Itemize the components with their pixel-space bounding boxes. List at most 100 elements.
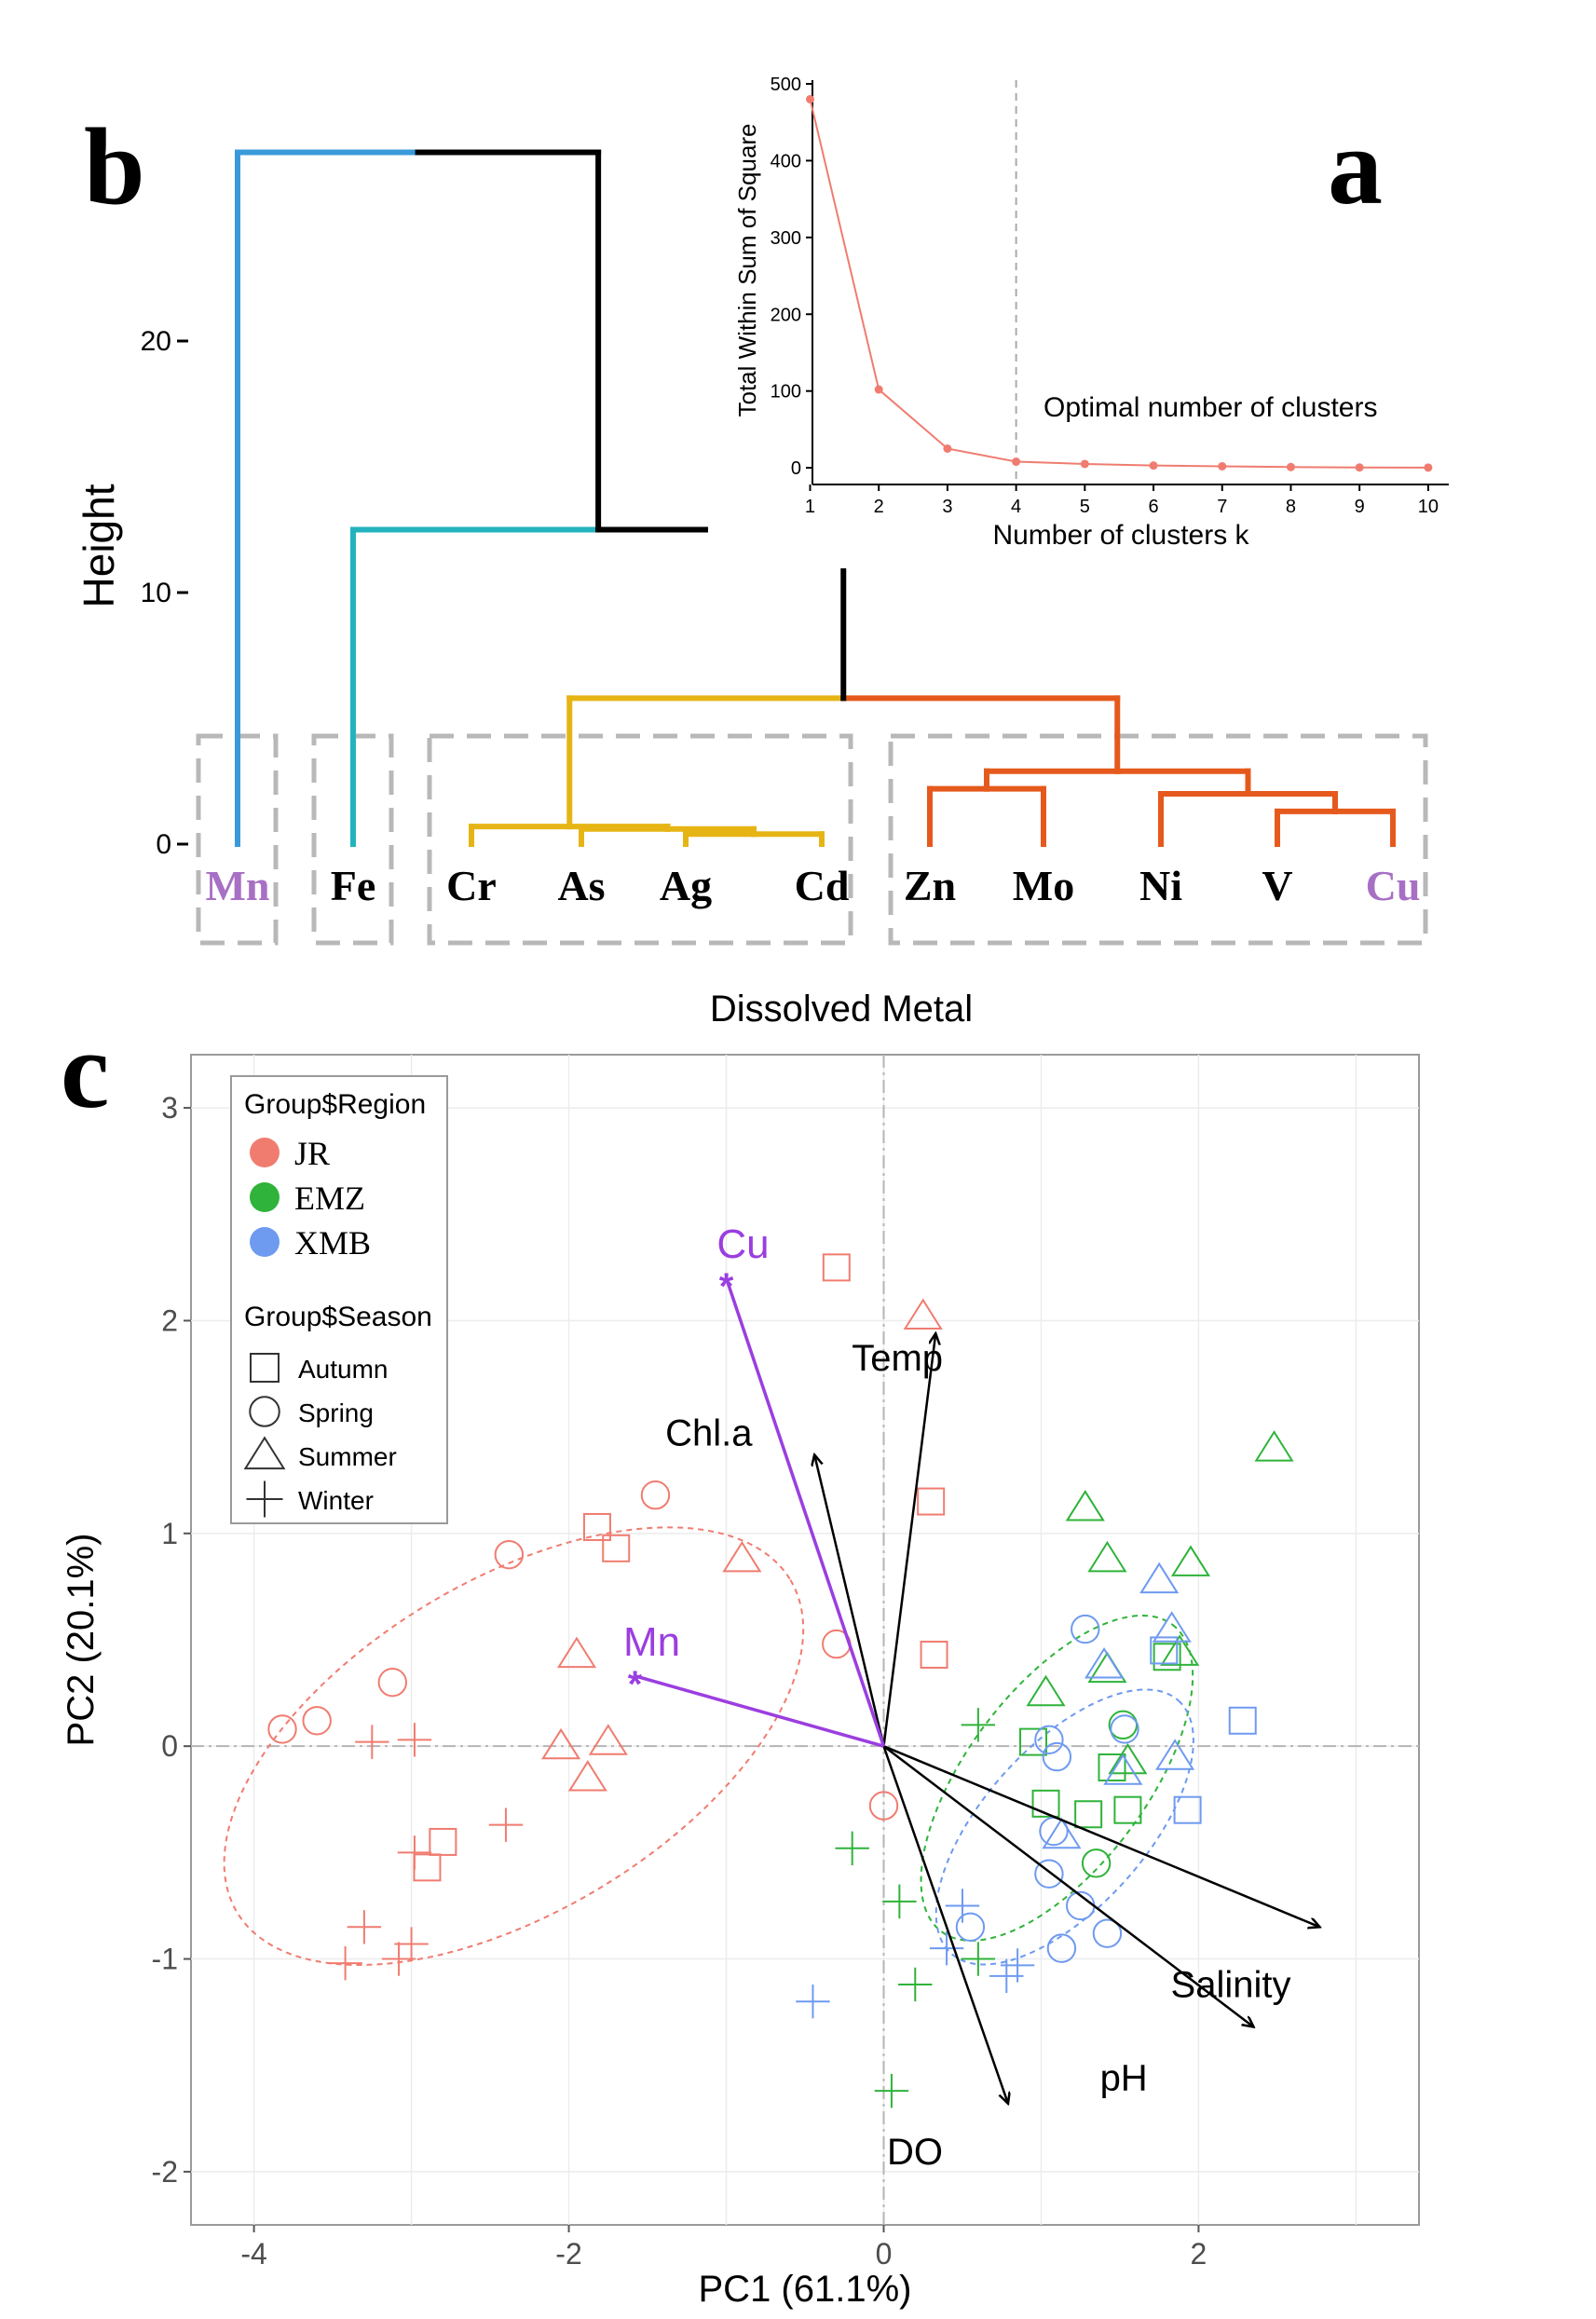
elbow-axes: 0 100 200 300 400 500 1 2 3 4 5 6 7 8 9 10	[771, 75, 1449, 517]
elbow-x-tick-label: 5	[1080, 497, 1090, 517]
elbow-point	[1012, 457, 1021, 467]
leaf-label: Ag	[660, 862, 712, 909]
leaf-label: Zn	[904, 862, 956, 909]
sample-point-xmb-autumn	[1228, 1706, 1257, 1735]
metal-vector-cu	[724, 1277, 886, 1747]
elbow-y-tick-label: 200	[771, 305, 801, 325]
sample-point-xmb-spring	[1110, 1714, 1139, 1744]
pca-y-tick-label: 3	[161, 1091, 178, 1125]
sample-point-jr-spring	[494, 1539, 525, 1570]
vector-label-salinity: Salinity	[1171, 1964, 1291, 2005]
metal-vector-mn	[634, 1674, 884, 1748]
sample-point-emz-autumn	[1031, 1789, 1060, 1818]
sample-point-xmb-summer	[1084, 1647, 1125, 1679]
elbow-y-tick-label: 400	[771, 151, 801, 171]
elbow-series-line	[809, 99, 1428, 469]
sample-point-jr-winter	[394, 1927, 429, 1961]
leaf-label: Cd	[795, 862, 850, 909]
pca-y-tick-label: 1	[161, 1517, 178, 1550]
sample-point-emz-winter	[874, 2073, 909, 2108]
legend-season-label: Spring	[298, 1398, 374, 1427]
cluster-boxes	[196, 733, 1428, 946]
leaf-label: Mo	[1013, 862, 1074, 909]
pca-y-tick-label: -2	[152, 2155, 178, 2189]
sample-point-emz-autumn	[1074, 1800, 1103, 1829]
elbow-x-tick-label: 7	[1217, 497, 1227, 517]
sample-point-emz-summer	[1254, 1430, 1294, 1462]
pca-y-axis-label: PC2 (20.1%)	[61, 1534, 102, 1747]
elbow-y-tick-label: 100	[771, 382, 801, 402]
leaf-label: Cr	[446, 862, 497, 909]
legend-shape-spring	[249, 1396, 280, 1427]
elbow-x-tick-label: 1	[805, 497, 815, 517]
sample-point-xmb-winter	[989, 1958, 1024, 1994]
pca-y-tick-label: -1	[152, 1943, 178, 1976]
sample-point-jr-winter	[355, 1725, 389, 1759]
pca-y-tick-label: 0	[161, 1729, 178, 1763]
elbow-point	[1149, 461, 1158, 471]
panel-label-b: b	[84, 105, 145, 227]
sample-point-jr-spring	[267, 1714, 297, 1744]
dendrogram-leaf-labels: Mn Fe Cr As Ag Cd Zn Mo Ni V Cu	[206, 862, 1421, 909]
sample-point-emz-autumn	[1113, 1795, 1142, 1824]
sample-point-jr-autumn	[429, 1827, 457, 1856]
sample-point-xmb-spring	[1034, 1725, 1064, 1755]
sample-point-jr-winter	[397, 1835, 432, 1870]
sample-point-xmb-winter	[796, 1985, 830, 2019]
dendrogram-x-axis-label: Dissolved Metal	[710, 989, 973, 1030]
leaf-label: Cu	[1366, 862, 1421, 909]
legend-swatch-jr	[250, 1138, 280, 1167]
optimal-clusters-annotation: Optimal number of clusters	[1044, 392, 1377, 423]
sample-points	[267, 1253, 1294, 2108]
sample-point-emz-autumn	[1153, 1643, 1181, 1671]
elbow-point	[1424, 463, 1433, 472]
legend-region-label: EMZ	[294, 1180, 365, 1217]
legend-shape-autumn	[250, 1353, 280, 1383]
vector-label-chla: Chl.a	[665, 1412, 753, 1453]
sample-point-jr-winter	[488, 1807, 524, 1842]
elbow-y-axis-label: Total Within Sum of Square	[733, 123, 761, 416]
elbow-x-tick-label: 8	[1286, 497, 1296, 517]
sample-point-jr-winter	[328, 1945, 362, 1981]
sample-point-jr-autumn	[917, 1487, 946, 1516]
sample-point-xmb-autumn	[1150, 1636, 1179, 1665]
sample-point-jr-summer	[541, 1727, 581, 1760]
legend-region-title: Group$Region	[244, 1089, 426, 1120]
sample-point-jr-spring	[868, 1791, 899, 1821]
vector-label-ph: pH	[1100, 2058, 1148, 2099]
pca-ticks: -4 -2 0 2 -2 -1 0 1 2 3	[152, 1091, 1207, 2271]
elbow-point	[874, 385, 883, 394]
sample-point-xmb-spring	[955, 1912, 986, 1942]
cluster-box	[427, 733, 853, 946]
sample-point-xmb-summer	[1152, 1611, 1192, 1643]
confidence-ellipse-jr	[223, 1526, 805, 1967]
sample-point-emz-summer	[1026, 1674, 1066, 1707]
pca-x-tick-label: 2	[1191, 2237, 1207, 2271]
dendrogram-y-tick-label: 10	[141, 578, 171, 608]
elbow-x-tick-label: 3	[942, 497, 952, 517]
leaf-label: As	[557, 862, 605, 909]
elbow-line	[805, 80, 1433, 484]
elbow-y-tick-label: 0	[791, 458, 801, 479]
confidence-ellipse-xmb	[934, 1688, 1194, 1966]
sample-point-xmb-summer	[1155, 1739, 1195, 1770]
legend-season-label: Summer	[298, 1442, 397, 1471]
sample-point-emz-winter	[961, 1942, 996, 1976]
legend-swatch-xmb	[250, 1227, 280, 1257]
dendrogram-y-axis-label: Height	[75, 484, 123, 607]
legend-region-label: JR	[294, 1135, 330, 1172]
legend-swatch-emz	[250, 1182, 280, 1212]
pca-x-axis-label: PC1 (61.1%)	[699, 2269, 912, 2310]
sample-point-jr-spring	[302, 1706, 332, 1736]
vector-label-do: DO	[887, 2132, 943, 2173]
sample-point-jr-summer	[722, 1540, 762, 1573]
vector-arrow-ph	[882, 1745, 1253, 2026]
legend-season-label: Winter	[298, 1486, 374, 1515]
sample-point-xmb-autumn	[1173, 1795, 1202, 1824]
confidence-ellipse-emz	[920, 1614, 1194, 1942]
sample-point-jr-autumn	[582, 1512, 611, 1541]
metal-vector-marker: *	[719, 1266, 734, 1307]
dendrogram-y-tick-label: 0	[156, 829, 171, 860]
sample-point-xmb-winter	[929, 1930, 964, 1966]
